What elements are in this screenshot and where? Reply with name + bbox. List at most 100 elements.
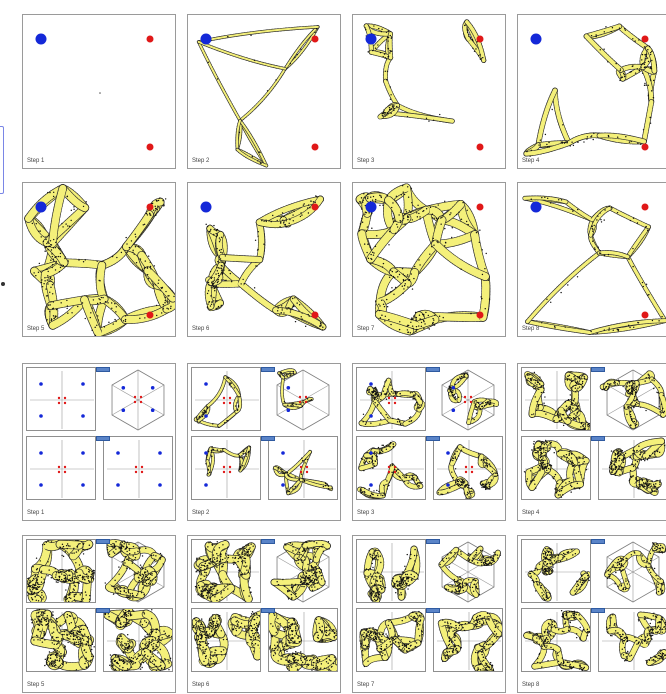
agent-dot (63, 633, 65, 636)
agent-dot (406, 329, 409, 331)
agent-dot (418, 259, 420, 261)
agent-dot (291, 403, 293, 406)
agent-dot (476, 409, 478, 411)
network-strand (272, 307, 326, 330)
agent-dot (87, 635, 90, 638)
view-iso-canvas (599, 369, 666, 431)
network-strand (123, 559, 141, 574)
agent-dot (484, 488, 487, 491)
agent-dot (405, 209, 407, 211)
agent-dot (611, 27, 614, 29)
agent-dot (663, 410, 666, 413)
agent-dot (399, 220, 401, 222)
agent-dot (390, 323, 392, 326)
agent-dot (37, 639, 39, 641)
agent-dot (75, 562, 77, 564)
agent-dot (41, 285, 44, 288)
agent-dot (380, 399, 382, 401)
agent-dot (576, 459, 578, 461)
source-node-icon (35, 201, 47, 213)
agent-dot (641, 456, 643, 458)
agent-dot (78, 574, 80, 577)
agent-dot (67, 641, 69, 644)
agent-dot (640, 63, 643, 66)
agent-dot (433, 324, 436, 326)
agent-dot (37, 612, 40, 614)
agent-dot (250, 34, 252, 37)
agent-dot (40, 618, 43, 621)
agent-dot (91, 571, 93, 573)
agent-dot (632, 465, 635, 468)
agent-dot (425, 117, 428, 120)
agent-dot (73, 208, 75, 211)
agent-dot (51, 665, 54, 667)
agent-dot (90, 655, 93, 657)
source-node-icon (158, 483, 162, 487)
source-node-icon (81, 382, 85, 386)
agent-dot (47, 275, 49, 277)
panel-3d-step-1: Step 1 (22, 363, 176, 521)
agent-dot (375, 388, 377, 390)
agent-dot (205, 462, 207, 465)
left-edge-control[interactable] (0, 126, 4, 194)
agent-dot (37, 591, 40, 594)
agent-dot (416, 216, 419, 218)
agent-dot (531, 449, 533, 451)
agent-dot (440, 493, 442, 495)
agent-dot (36, 616, 38, 618)
agent-dot (390, 274, 393, 277)
agent-dot (81, 656, 83, 658)
agent-dot (373, 490, 375, 492)
iso-axis-line (276, 384, 330, 416)
agent-dot (112, 585, 115, 588)
agent-dot (297, 406, 299, 408)
agent-dot (629, 326, 631, 329)
agent-dot (652, 486, 654, 488)
agent-dot (66, 616, 68, 618)
agent-dot (211, 282, 213, 284)
agent-dot (47, 561, 49, 563)
agent-dot (307, 204, 310, 206)
agent-dot (486, 464, 488, 467)
agent-dot (91, 572, 94, 575)
agent-dot (230, 386, 232, 388)
agent-dot (128, 595, 130, 597)
agent-dot (641, 72, 644, 74)
agent-dot (78, 259, 80, 261)
agent-dot (603, 329, 606, 331)
agent-dot (619, 79, 621, 82)
agent-dot (483, 459, 485, 461)
agent-dot (38, 619, 41, 622)
agent-dot (440, 217, 442, 219)
agent-dot (629, 413, 632, 416)
agent-dot (37, 635, 39, 637)
agent-dot (374, 392, 376, 395)
agent-dot (457, 484, 460, 487)
agent-dot (376, 392, 378, 394)
agent-dot (388, 445, 390, 447)
agent-dot (56, 238, 58, 240)
agent-dot (65, 576, 67, 578)
agent-dot (543, 464, 545, 466)
slime-network (522, 195, 666, 335)
agent-dot (636, 460, 639, 463)
agent-dot (49, 654, 52, 657)
agent-dot (493, 404, 495, 407)
view-xz-canvas (30, 440, 94, 498)
agent-dot (132, 595, 134, 597)
agent-dot (545, 467, 547, 469)
agent-dot (575, 402, 577, 404)
source-node-icon (286, 408, 291, 412)
agent-dot (58, 642, 60, 644)
agent-dot (54, 567, 57, 570)
agent-dot (113, 543, 116, 545)
agent-dot (449, 213, 451, 216)
agent-dot (656, 479, 658, 482)
agent-dot (205, 410, 207, 413)
agent-dot (406, 474, 408, 476)
agent-dot (406, 274, 409, 276)
agent-dot (481, 273, 484, 276)
agent-dot (275, 79, 277, 81)
agent-dot (471, 490, 473, 493)
agent-dot (51, 264, 54, 266)
